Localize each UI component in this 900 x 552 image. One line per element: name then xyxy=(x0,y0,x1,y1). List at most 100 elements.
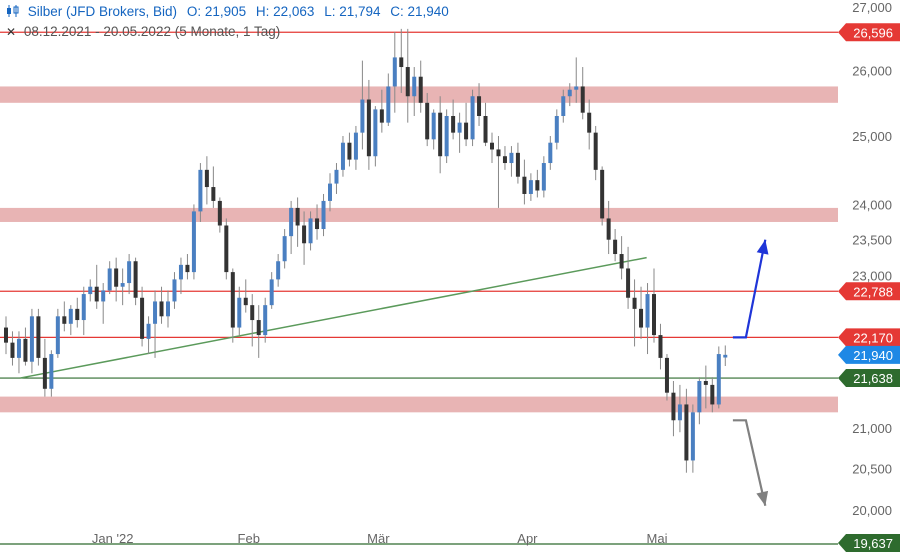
candle-body xyxy=(133,261,138,298)
candle xyxy=(684,388,689,473)
y-tick-label: 23,500 xyxy=(852,233,892,248)
candlestick-icon[interactable] xyxy=(6,5,20,17)
candle-body xyxy=(652,294,656,336)
candle xyxy=(159,286,164,324)
candle xyxy=(554,109,559,150)
candle xyxy=(295,197,300,247)
y-tick-label: 24,000 xyxy=(852,197,892,212)
forecast-arrow xyxy=(732,419,767,507)
candle xyxy=(613,229,618,262)
candle-body xyxy=(639,308,644,328)
candle xyxy=(360,60,365,150)
candle xyxy=(477,83,482,126)
instrument-name: Silber (JFD Brokers, Bid) xyxy=(27,4,178,19)
candle-body xyxy=(477,96,482,116)
candle xyxy=(392,32,397,113)
candle-body xyxy=(166,301,170,317)
chart-range: ✕ 08.12.2021 - 20.05.2022 (5 Monate, 1 T… xyxy=(6,24,280,39)
candle-body xyxy=(632,297,637,309)
trendlines xyxy=(19,256,647,379)
candle xyxy=(94,264,99,309)
candle xyxy=(353,125,358,170)
candle-body xyxy=(600,169,605,219)
candle xyxy=(431,109,436,150)
y-tick-label: 26,000 xyxy=(852,63,892,78)
candle-body xyxy=(425,102,430,140)
candle xyxy=(36,308,41,366)
candle-body xyxy=(392,57,397,87)
price-badge-label: 19,637 xyxy=(853,536,893,551)
candle-body xyxy=(211,187,216,201)
candle xyxy=(81,286,86,336)
candle-body xyxy=(613,239,618,255)
candle-body xyxy=(334,169,339,184)
candle xyxy=(697,377,702,425)
candle xyxy=(263,297,268,343)
candle-body xyxy=(308,218,313,244)
candle-body xyxy=(697,381,702,413)
candle xyxy=(101,283,106,324)
candle xyxy=(716,346,721,409)
candle-body xyxy=(522,176,527,194)
price-badge-label: 21,638 xyxy=(853,371,893,386)
candle-body xyxy=(606,218,611,240)
candle xyxy=(451,99,456,140)
candle xyxy=(444,109,449,164)
price-badge: 19,637 xyxy=(838,534,900,552)
resistance-zone xyxy=(0,396,838,413)
candle xyxy=(496,135,501,208)
candle-body xyxy=(120,283,125,287)
candle xyxy=(16,331,21,374)
candle-body xyxy=(690,412,695,461)
candle-body xyxy=(230,272,235,328)
candle xyxy=(483,102,488,147)
x-tick-label: Apr xyxy=(517,531,538,546)
open-value: O: 21,905 xyxy=(186,4,247,19)
candle-body xyxy=(483,115,488,143)
chart-header: Silber (JFD Brokers, Bid) O: 21,905 H: 2… xyxy=(6,4,455,19)
price-badge-shape xyxy=(838,369,900,388)
candle xyxy=(276,254,281,287)
candle-body xyxy=(541,163,546,191)
candle xyxy=(23,327,28,366)
candle xyxy=(574,57,579,103)
candle-body xyxy=(204,169,209,188)
candle xyxy=(88,279,93,302)
candle xyxy=(405,28,410,123)
candle-body xyxy=(42,357,47,389)
candle-body xyxy=(62,316,67,324)
high-value: H: 22,063 xyxy=(255,4,315,19)
candle xyxy=(230,268,235,343)
candle-body xyxy=(315,218,320,230)
candle-body xyxy=(256,320,261,336)
candle-body xyxy=(10,342,15,358)
candle xyxy=(243,279,248,313)
candle xyxy=(580,67,585,120)
candle xyxy=(211,166,216,208)
candle-body xyxy=(295,207,300,226)
price-badge-shape xyxy=(838,282,900,301)
y-tick-label: 27,000 xyxy=(852,0,892,15)
candle xyxy=(652,268,656,343)
candle-body xyxy=(146,323,151,339)
candle xyxy=(658,323,663,370)
candle-body xyxy=(710,384,715,405)
candle xyxy=(632,279,637,347)
candle-body xyxy=(153,301,158,324)
candle xyxy=(386,73,391,126)
candle xyxy=(347,132,352,167)
candle xyxy=(256,305,261,358)
candle-body xyxy=(412,76,417,97)
candle xyxy=(237,286,242,336)
candle-body xyxy=(127,261,132,284)
close-icon[interactable]: ✕ xyxy=(6,25,17,39)
price-badge-shape xyxy=(838,23,900,42)
candle xyxy=(10,331,15,366)
candle-body xyxy=(451,115,456,133)
candle-body xyxy=(185,264,190,273)
candle-body xyxy=(23,338,28,362)
candle xyxy=(250,294,255,347)
candle-body xyxy=(509,152,514,164)
candle-body xyxy=(178,264,183,280)
